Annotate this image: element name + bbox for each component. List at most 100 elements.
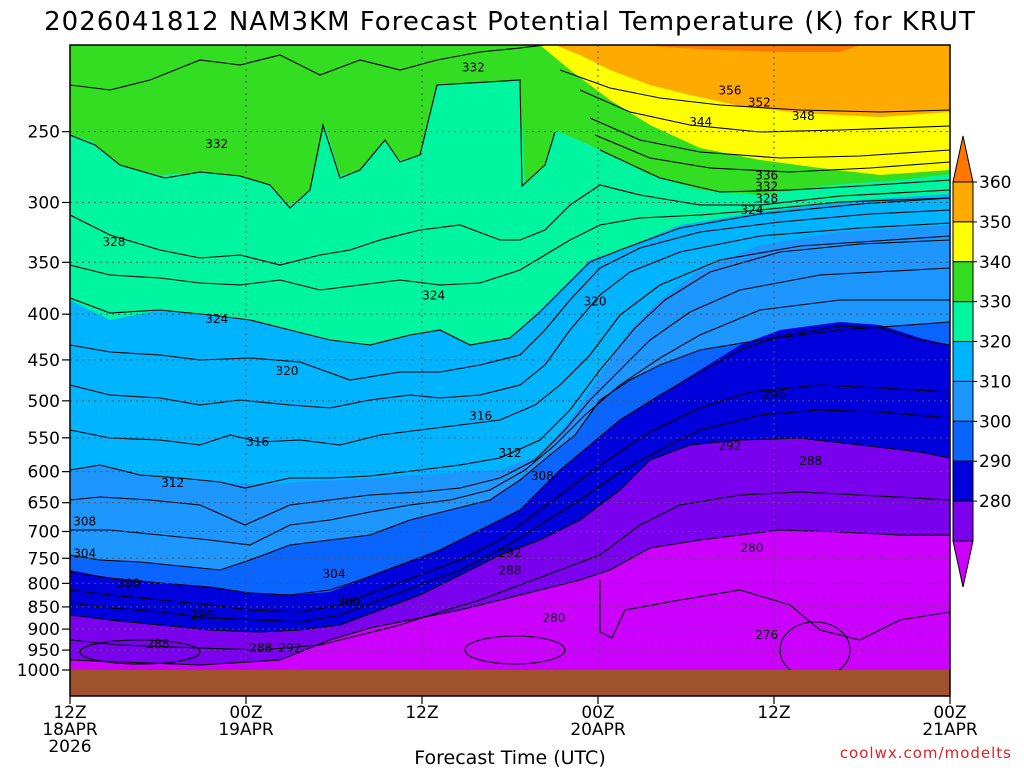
contour-value-label: 276 bbox=[755, 628, 778, 642]
contour-value-label: 288 bbox=[799, 454, 822, 468]
contour-value-label: 332 bbox=[755, 180, 778, 194]
x-tick-label: 00Z bbox=[581, 703, 614, 723]
colorbar-label: 290 bbox=[979, 452, 1011, 472]
isentrope-line bbox=[70, 437, 950, 633]
contour-value-label: 312 bbox=[499, 446, 522, 460]
colorbar-swatch bbox=[952, 341, 974, 382]
colorbar-label: 330 bbox=[979, 293, 1011, 313]
x-tick-label: 19APR bbox=[218, 720, 274, 740]
contour-value-label: 280 bbox=[741, 541, 764, 555]
contour-value-label: 280 bbox=[543, 611, 566, 625]
isentrope-line bbox=[70, 197, 950, 291]
x-tick-label: 00Z bbox=[933, 703, 966, 723]
contour-value-label: 300 bbox=[337, 595, 360, 609]
colorbar-swatch bbox=[952, 181, 974, 223]
y-tick-label: 250 bbox=[28, 123, 60, 143]
isentrope-line bbox=[70, 45, 546, 91]
contour-value-label: 324 bbox=[422, 288, 445, 302]
isentrope-line bbox=[70, 321, 950, 571]
colorbar-swatch bbox=[952, 221, 974, 263]
contour-value-label: 288 bbox=[249, 641, 272, 655]
contour-value-label: 348 bbox=[792, 109, 815, 123]
contour-value-label: 312 bbox=[161, 476, 184, 490]
grid-lines bbox=[70, 45, 950, 696]
isentrope-line bbox=[599, 580, 950, 641]
isentrope-line bbox=[70, 325, 950, 596]
contour-value-label: 332 bbox=[462, 61, 485, 75]
isentrope-line bbox=[70, 209, 950, 381]
colorbar-top-arrow bbox=[952, 135, 974, 183]
contour-value-label: 352 bbox=[748, 96, 771, 110]
terrain-ground bbox=[70, 670, 950, 696]
contour-value-label: 324 bbox=[741, 203, 764, 217]
contour-value-label: 288 bbox=[147, 637, 170, 651]
contour-value-label: 320 bbox=[276, 364, 299, 378]
isentrope-line bbox=[70, 529, 950, 666]
isentrope-line bbox=[70, 239, 950, 489]
y-tick-label: 350 bbox=[28, 253, 60, 273]
colorbar-swatch bbox=[952, 460, 974, 502]
contour-value-label: 316 bbox=[246, 435, 269, 449]
isentrope-line bbox=[599, 149, 950, 193]
contour-value-label: 296 bbox=[763, 388, 786, 402]
isentrope-closed-line bbox=[464, 635, 566, 665]
y-tick-label: 950 bbox=[28, 641, 60, 661]
y-tick-label: 500 bbox=[28, 392, 60, 412]
y-tick-label: 700 bbox=[28, 522, 60, 542]
colorbar-label: 300 bbox=[979, 412, 1011, 432]
contour-value-label: 328 bbox=[755, 192, 778, 206]
colorbar: 360 350 340 330 320 310 300 290 280 bbox=[952, 135, 1011, 588]
contour-value-label: 288 bbox=[499, 564, 522, 578]
isentrope-line bbox=[579, 89, 950, 133]
y-tick-label: 850 bbox=[28, 598, 60, 618]
y-tick-label: 450 bbox=[28, 351, 60, 371]
isentrope-line bbox=[589, 117, 950, 159]
contour-value-label: 316 bbox=[469, 409, 492, 423]
contour-value-label: 336 bbox=[755, 169, 778, 183]
y-tick-label: 550 bbox=[28, 429, 60, 449]
isentrope-line bbox=[70, 184, 950, 266]
contour-value-label: 304 bbox=[323, 567, 346, 581]
contour-value-label: 300 bbox=[117, 576, 140, 590]
x-axis-label: Forecast Time (UTC) bbox=[414, 747, 605, 768]
y-tick-label: 1000 bbox=[17, 661, 60, 681]
isentrope-line bbox=[559, 69, 950, 113]
y-tick-label: 300 bbox=[28, 193, 60, 213]
colorbar-swatch bbox=[952, 380, 974, 422]
isentrope-line bbox=[70, 79, 556, 209]
contour-value-label: 304 bbox=[73, 547, 96, 561]
colorbar-label: 350 bbox=[979, 213, 1011, 233]
contour-lines-group bbox=[70, 45, 950, 670]
x-tick-label: 18APR bbox=[42, 720, 98, 740]
y-tick-label: 800 bbox=[28, 574, 60, 594]
y-tick-label: 900 bbox=[28, 620, 60, 640]
isentrope-line bbox=[594, 134, 950, 173]
x-tick-label: 00Z bbox=[229, 703, 262, 723]
y-tick-label: 600 bbox=[28, 463, 60, 483]
colorbar-label: 310 bbox=[979, 372, 1011, 392]
band-below-270 bbox=[70, 530, 950, 670]
colorbar-swatch bbox=[952, 261, 974, 303]
colorbar-swatch bbox=[952, 301, 974, 343]
isentrope-line bbox=[70, 235, 950, 446]
contour-value-label: 296 bbox=[191, 608, 214, 622]
colorbar-label: 320 bbox=[979, 333, 1011, 353]
band-350-360 bbox=[555, 45, 950, 117]
y-tick-label: 750 bbox=[28, 549, 60, 569]
isentrope-line bbox=[70, 384, 950, 613]
isentrope-line bbox=[70, 409, 950, 623]
y-tick-label: 650 bbox=[28, 494, 60, 514]
x-tick-label: 2026 bbox=[48, 737, 91, 757]
contour-value-label: 292 bbox=[499, 546, 522, 560]
isentrope-line bbox=[70, 299, 950, 546]
contour-value-label: 292 bbox=[279, 641, 302, 655]
contour-value-label: 344 bbox=[689, 115, 712, 129]
chart-title: 2026041812 NAM3KM Forecast Potential Tem… bbox=[44, 7, 976, 37]
colorbar-swatch bbox=[952, 500, 974, 542]
contour-value-label: 308 bbox=[73, 514, 96, 528]
isentrope-line bbox=[70, 197, 950, 346]
contour-value-label: 356 bbox=[719, 84, 742, 98]
colorbar-swatch bbox=[952, 420, 974, 462]
